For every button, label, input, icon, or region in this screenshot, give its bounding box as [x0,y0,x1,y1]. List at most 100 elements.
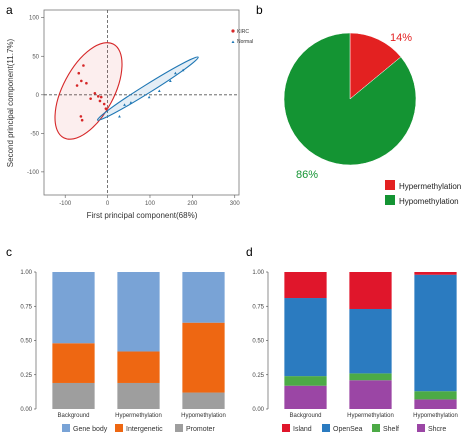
data-point-kirc [96,95,100,98]
y-tick-label: -50 [30,131,39,137]
region-bar-segment-gene-body [182,272,225,323]
confidence-ellipse-normal [96,56,199,121]
context-bar-segment-shelf [414,391,457,400]
legend-marker-normal [231,40,235,43]
x-tick-label: 300 [230,201,241,207]
legend-marker-kirc [231,29,235,33]
x-tick-label: 200 [187,201,198,207]
panel-letter-b: b [256,3,263,17]
context-bar-segment-shelf [284,376,327,386]
y-tick-label: 100 [29,16,40,22]
x-tick-label: 100 [145,201,156,207]
data-point-normal [123,103,126,106]
pca-legend: KIRC Normal [231,29,253,45]
data-point-kirc [89,97,92,100]
y-tick-label: 0 [36,93,40,99]
context-bar-segment-shelf [349,373,392,381]
context-category-label: Background [289,413,321,419]
panel-letter-a: a [6,3,13,17]
panel-letter-c: c [6,245,12,259]
context-legend-label: OpenSea [333,426,363,433]
genomic-region-bar-panel: 0.00 0.25 0.50 0.75 1.00 Background Hypermethy… [20,270,226,433]
region-y-tick-label: 0.50 [20,339,32,345]
legend-swatch-hypermethylation [385,180,395,190]
context-y-tick-label: 0.75 [252,304,264,310]
pca-plot-frame [43,9,240,196]
context-y-tick-label: 0.00 [252,407,264,413]
region-legend-label: Intergenetic [126,426,163,433]
context-bar-segment-island [349,272,392,309]
data-point-normal [181,68,185,72]
region-bar-segment-promoter [117,382,160,409]
region-category-label: Hypomethylation [181,413,226,419]
panel-letter-d: d [246,245,253,259]
data-point-kirc [79,115,83,118]
data-point-normal [118,114,121,118]
context-bar-segment-shore [414,399,457,409]
region-bar-segment-gene-body [52,272,95,344]
data-point-kirc [102,102,106,106]
region-bar-segment-intergenetic [182,322,225,393]
context-legend-swatch [372,424,380,432]
region-bar-segment-intergenetic [52,343,95,383]
cpg-context-bar-panel: 0.00 0.25 0.50 0.75 1.00 Background Hypermethy… [252,270,458,433]
region-category-label: Background [57,413,89,419]
context-bar-segment-opensea [284,298,327,377]
data-point-kirc [93,91,97,95]
data-point-kirc [85,81,88,85]
region-bar-segment-promoter [182,392,225,409]
data-point-normal [147,95,151,99]
context-bar-segment-island [284,272,327,299]
x-tick-label: 0 [106,201,110,207]
context-legend-label: Shcre [428,426,446,433]
pie-label-hypo: 86% [296,169,318,181]
data-point-normal [174,71,177,75]
region-legend-label: Promoter [186,426,215,433]
data-point-kirc [98,99,102,103]
context-y-tick-label: 0.25 [252,373,264,379]
y-tick-label: 50 [32,54,39,60]
context-legend-swatch [417,424,425,432]
region-legend-label: Gene body [73,426,108,433]
context-y-tick-label: 0.50 [252,339,264,345]
x-tick-label: -100 [59,201,72,207]
legend-swatch-hypomethylation [385,195,395,205]
legend-label-normal: Normal [237,39,253,45]
region-bar-segment-intergenetic [117,351,160,383]
region-legend-swatch [62,424,70,432]
region-y-tick-label: 0.00 [20,407,32,413]
data-point-kirc [77,71,81,75]
region-legend-swatch [175,424,183,432]
pie-label-hyper: 14% [390,32,412,44]
context-legend-label: Island [293,426,312,433]
legend-label-kirc: KIRC [237,29,249,35]
context-category-label: Hypomethylation [413,413,458,419]
pca-x-axis-label: First principal component(68%) [87,211,198,220]
region-y-tick-label: 1.00 [20,270,32,276]
context-category-label: Hypermethylation [347,413,394,419]
data-point-kirc [80,79,83,83]
context-legend-swatch [282,424,290,432]
context-bar-segment-opensea [349,308,392,374]
data-point-kirc [80,118,84,122]
region-legend-swatch [115,424,123,432]
pca-y-axis-label: Second principal component(11.7%) [6,38,15,167]
data-point-kirc [99,95,103,99]
region-y-tick-label: 0.75 [20,304,32,310]
region-category-label: Hypermethylation [115,413,162,419]
context-bar-segment-island [414,272,457,275]
pie-slice-hypermethylation [349,32,402,100]
region-bar-segment-gene-body [117,272,160,352]
region-y-tick-label: 0.25 [20,373,32,379]
pca-scatter-panel: -100 0 100 200 300 -100 -50 0 50 100 First princi… [6,9,253,220]
context-bar-segment-shore [284,385,327,409]
data-point-normal [129,101,133,104]
data-point-kirc [104,107,108,110]
legend-label-hypomethylation: Hypomethylation [399,197,459,206]
context-bar-segment-opensea [414,274,457,392]
context-bar-segment-shore [349,380,392,409]
data-point-normal [157,89,161,93]
pie-slice-hypomethylation [283,32,417,166]
y-tick-label: -100 [27,170,40,176]
